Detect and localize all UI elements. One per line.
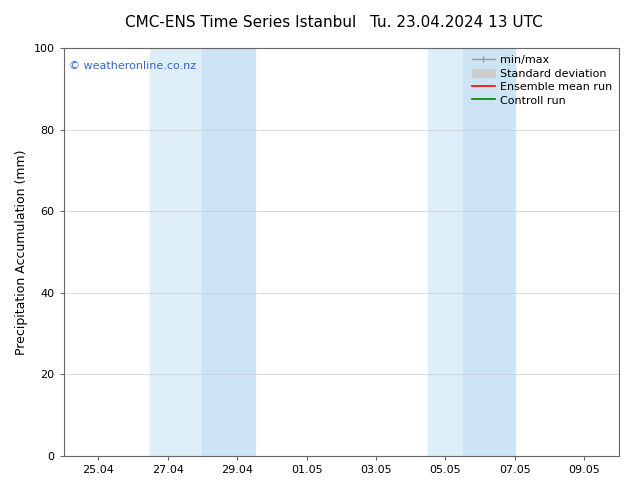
- Legend: min/max, Standard deviation, Ensemble mean run, Controll run: min/max, Standard deviation, Ensemble me…: [468, 50, 617, 110]
- Text: © weatheronline.co.nz: © weatheronline.co.nz: [69, 61, 197, 71]
- Text: Tu. 23.04.2024 13 UTC: Tu. 23.04.2024 13 UTC: [370, 15, 543, 30]
- Text: CMC-ENS Time Series Istanbul: CMC-ENS Time Series Istanbul: [126, 15, 356, 30]
- Bar: [463, 49, 515, 456]
- Bar: [428, 49, 463, 456]
- Bar: [150, 49, 202, 456]
- Y-axis label: Precipitation Accumulation (mm): Precipitation Accumulation (mm): [15, 149, 28, 355]
- Bar: [202, 49, 254, 456]
